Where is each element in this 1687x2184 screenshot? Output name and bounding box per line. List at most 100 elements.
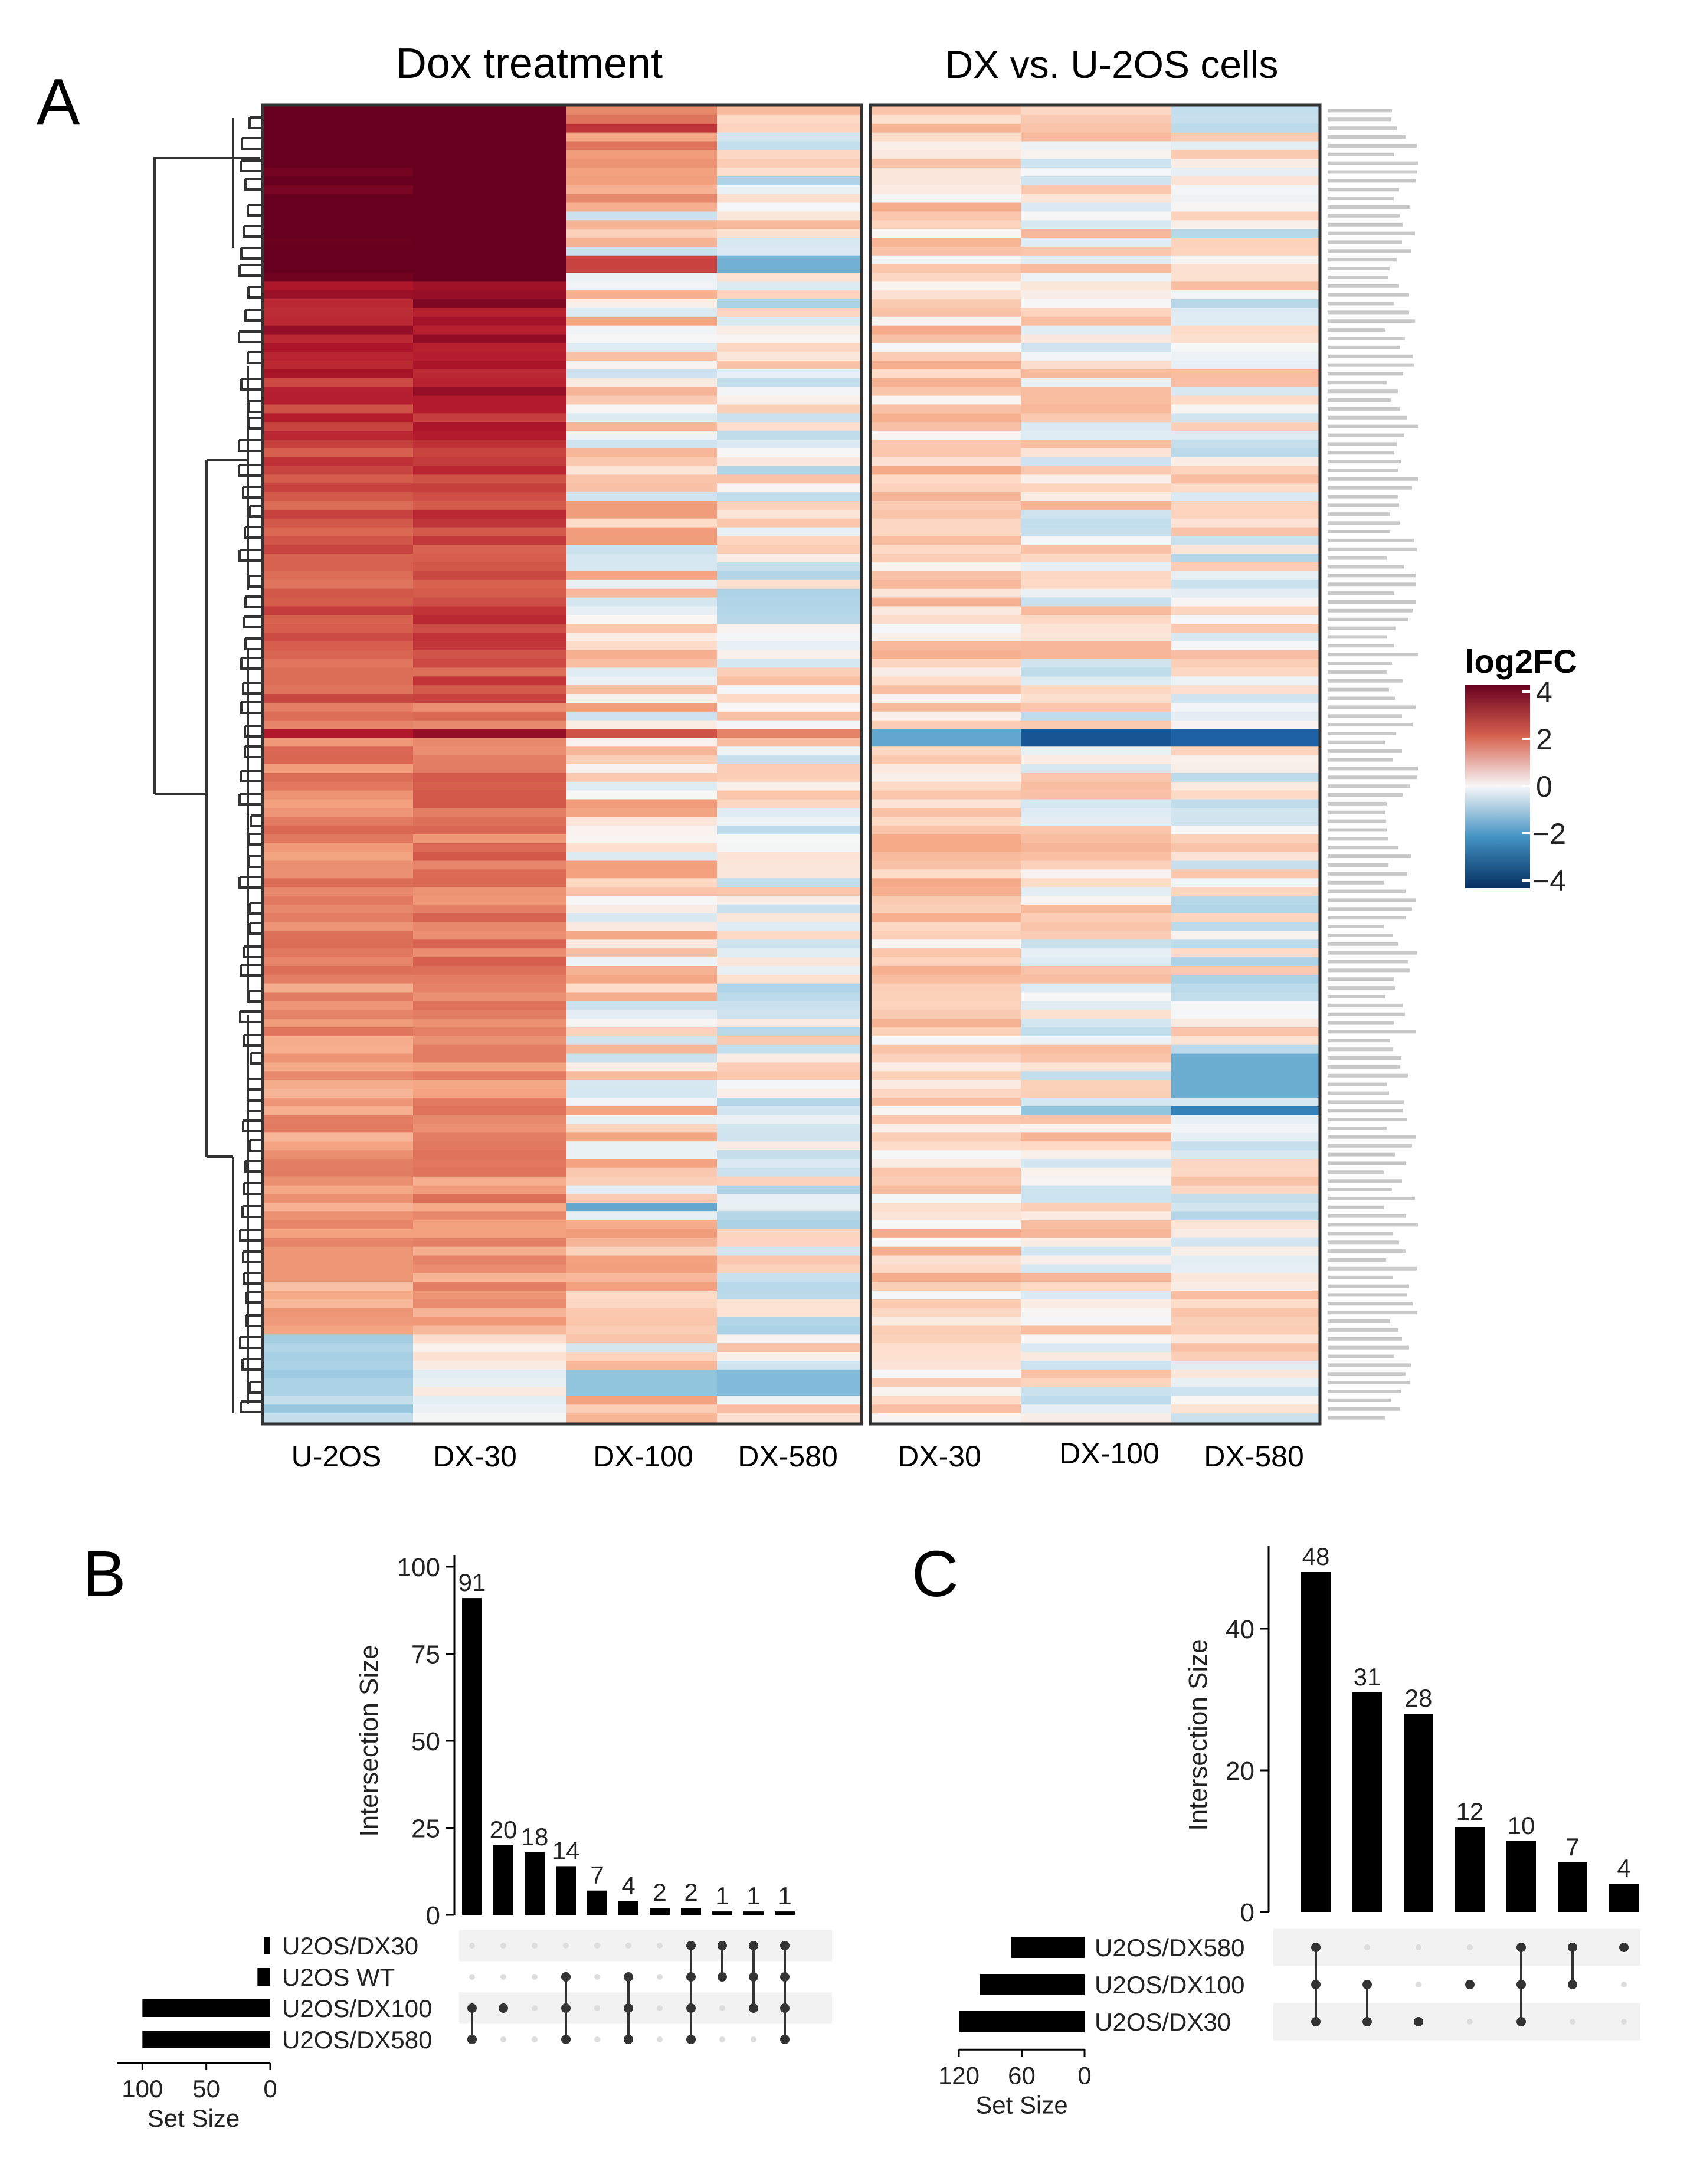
heatmap-cell <box>264 168 413 177</box>
intersection-value-label: 4 <box>621 1871 635 1899</box>
heatmap-cell <box>872 1062 1021 1072</box>
heatmap-cell <box>1171 808 1319 817</box>
heatmap-cell <box>1021 755 1171 765</box>
dendrogram-branch <box>240 770 262 782</box>
heatmap-cell <box>413 211 566 221</box>
heatmap-cell <box>1021 1255 1171 1265</box>
heatmap-cell <box>872 799 1021 808</box>
heatmap-cell <box>264 834 413 844</box>
heatmap-cell <box>1171 466 1319 475</box>
heatmap-cell <box>413 1308 566 1318</box>
heatmap-cell <box>717 316 860 326</box>
heatmap-cell <box>717 571 860 581</box>
heatmap-cell <box>872 395 1021 405</box>
heatmap-cell <box>1171 948 1319 958</box>
heatmap-cell <box>1171 939 1319 949</box>
heatmap-cell <box>264 571 413 581</box>
heatmap-cell <box>717 781 860 791</box>
dendrogram-branch <box>248 575 262 588</box>
matrix-filled-dot <box>624 2035 633 2044</box>
heatmap-cell <box>872 633 1021 642</box>
heatmap-cell <box>872 387 1021 397</box>
heatmap-cell <box>413 1317 566 1327</box>
heatmap-cell <box>566 1220 717 1230</box>
intersection-value-label: 10 <box>1508 1812 1535 1839</box>
heatmap-cell <box>566 817 717 826</box>
heatmap-cell <box>413 1255 566 1265</box>
heatmap-cell <box>717 957 860 967</box>
matrix-filled-dot <box>1568 1980 1577 1989</box>
heatmap-cell <box>872 1343 1021 1353</box>
heatmap-cell <box>1171 422 1319 431</box>
heatmap-cell <box>717 378 860 388</box>
set-size-tick-label: 0 <box>1077 2061 1091 2089</box>
heatmap-cell <box>413 1378 566 1388</box>
heatmap-cell <box>872 606 1021 615</box>
heatmap-cell <box>264 255 413 265</box>
heatmap-cell <box>717 1387 860 1396</box>
heatmap-cell <box>1171 1159 1319 1168</box>
heatmap-cell <box>1021 1071 1171 1080</box>
heatmap-cell <box>717 633 860 642</box>
heatmap-cell <box>1021 194 1171 204</box>
heatmap-cell <box>264 685 413 695</box>
heatmap-cell <box>264 1176 413 1186</box>
heatmap-cell <box>566 974 717 984</box>
heatmap-cell <box>1021 466 1171 475</box>
heatmap-cell <box>1021 676 1171 686</box>
heatmap-cell <box>1171 834 1319 844</box>
heatmap-cell <box>717 1229 860 1239</box>
heatmap-cell <box>872 404 1021 414</box>
heatmap-cell <box>717 369 860 379</box>
heatmap-cell <box>566 1194 717 1203</box>
heatmap-cell <box>566 352 717 361</box>
heatmap-cell <box>566 1141 717 1151</box>
heatmap-cell <box>717 413 860 423</box>
heatmap-cell <box>566 1062 717 1072</box>
heatmap-cell <box>413 168 566 177</box>
heatmap-cell <box>413 1352 566 1361</box>
heatmap-cell <box>717 150 860 159</box>
heatmap-cell <box>872 369 1021 379</box>
heatmap-cell <box>872 676 1021 686</box>
heatmap-cell <box>413 483 566 493</box>
heatmap-cell <box>264 1360 413 1370</box>
heatmap-cell <box>717 114 860 125</box>
matrix-empty-dot <box>594 1974 600 1980</box>
heatmap-cell <box>1171 1325 1319 1335</box>
heatmap-cell <box>566 1299 717 1309</box>
heatmap-cell <box>872 1194 1021 1203</box>
heatmap-cell <box>1021 343 1171 352</box>
heatmap-cell <box>1171 281 1319 291</box>
heatmap-cell <box>717 1185 860 1195</box>
heatmap-cell <box>717 290 860 300</box>
heatmap-cell <box>1021 896 1171 905</box>
heatmap-cell <box>413 352 566 361</box>
legend-tick-4: 4 <box>1536 676 1552 709</box>
heatmap-cell <box>264 1378 413 1388</box>
heatmap-title-right: DX vs. U-2OS cells <box>945 42 1279 86</box>
heatmap-cell <box>872 738 1021 747</box>
heatmap-cell <box>566 676 717 686</box>
heatmap-cell <box>717 1334 860 1344</box>
heatmap-cell <box>717 1027 860 1037</box>
heatmap-cell <box>872 141 1021 150</box>
heatmap-cell <box>1021 939 1171 949</box>
heatmap-cell <box>566 606 717 615</box>
heatmap-cell <box>413 1053 566 1063</box>
heatmap-cell <box>566 1378 717 1388</box>
heatmap-cell <box>717 931 860 940</box>
heatmap-cell <box>1171 597 1319 607</box>
heatmap-cell <box>717 1369 860 1379</box>
heatmap-cell <box>1171 1203 1319 1212</box>
heatmap-cell <box>872 922 1021 932</box>
heatmap-cell <box>1021 264 1171 274</box>
heatmap-cell <box>566 1124 717 1133</box>
dendrogram-branch <box>238 549 262 562</box>
heatmap-cell <box>264 159 413 168</box>
heatmap-cell <box>264 939 413 949</box>
heatmap-cell <box>413 729 566 738</box>
heatmap-cell <box>1021 659 1171 669</box>
dendrogram-branch <box>247 286 262 299</box>
heatmap-cell <box>1021 685 1171 695</box>
